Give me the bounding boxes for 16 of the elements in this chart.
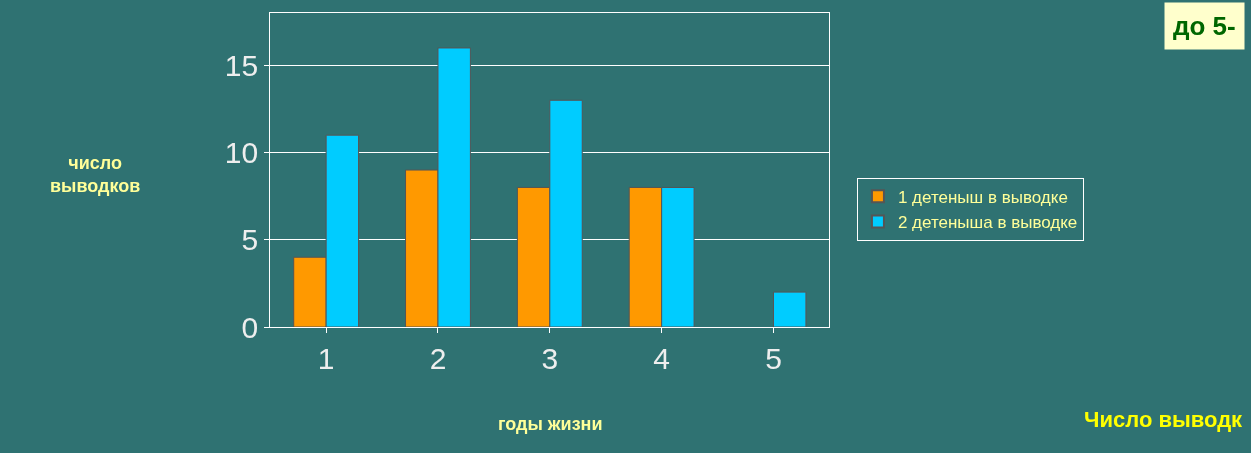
y-tick-label: 0 — [241, 310, 259, 344]
y-tick-label: 15 — [224, 48, 259, 82]
x-tick-label: 1 — [317, 342, 335, 375]
bar — [773, 291, 807, 327]
y-axis-title: число выводков — [50, 153, 141, 197]
x-tick-label: 5 — [765, 342, 782, 375]
x-tick-label: 4 — [653, 342, 670, 375]
y-tick-label: 10 — [224, 136, 259, 170]
x-tick-label: 2 — [429, 342, 447, 375]
legend-label: 2 детеныша в выводке — [897, 213, 1078, 233]
legend-label: 1 детеныш в выводке — [897, 187, 1068, 207]
text: до 5- — [1173, 11, 1236, 41]
text: Число выводк — [1084, 407, 1244, 432]
x-axis-title: годы жизни — [498, 414, 603, 434]
y-tick-label: 5 — [241, 223, 259, 257]
x-tick-label: 3 — [541, 342, 559, 375]
